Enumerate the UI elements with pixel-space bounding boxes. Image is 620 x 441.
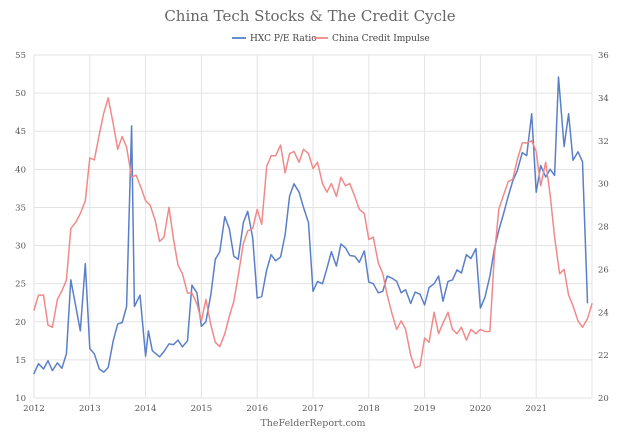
right-tick-label: 32 [598,137,609,147]
x-tick-label: 2012 [23,404,45,414]
left-tick-label: 50 [15,89,26,99]
source-credit: TheFelderReport.com [260,418,365,429]
series-line-hxc-pe [33,76,589,375]
series-line-credit-impulse [33,97,593,369]
legend: HXC P/E Ratio China Credit Impulse [232,34,430,44]
x-tick-label: 2018 [358,404,380,414]
legend-label-hxc: HXC P/E Ratio [250,34,317,44]
left-tick-label: 30 [15,242,26,252]
right-tick-label: 26 [598,265,609,275]
x-tick-label: 2014 [135,404,157,414]
right-tick-label: 20 [598,394,609,404]
chart-title: China Tech Stocks & The Credit Cycle [164,7,455,25]
right-tick-label: 30 [598,180,609,190]
left-axis-ticks: 10 15 20 25 30 35 40 45 50 55 [15,51,26,404]
right-tick-label: 24 [598,308,609,318]
right-tick-label: 36 [598,51,609,61]
series-lines [33,76,593,375]
x-tick-label: 2020 [470,404,492,414]
left-tick-label: 55 [15,51,26,61]
x-tick-label: 2016 [246,404,268,414]
left-tick-label: 20 [15,318,26,328]
x-tick-label: 2013 [79,404,101,414]
x-tick-label: 2017 [302,404,324,414]
x-axis-ticks: 2012 2013 2014 2015 2016 2017 2018 2019 2020 2021 [23,404,547,414]
legend-label-credit: China Credit Impulse [332,34,430,44]
right-tick-label: 34 [598,94,609,104]
x-tick-label: 2019 [414,404,436,414]
left-tick-label: 35 [15,203,26,213]
left-tick-label: 45 [15,127,26,137]
gridlines [33,54,593,399]
right-tick-label: 28 [598,223,609,233]
x-tick-label: 2021 [525,404,547,414]
left-tick-label: 10 [15,394,26,404]
x-tick-label: 2015 [191,404,213,414]
right-tick-label: 22 [598,351,609,361]
left-tick-label: 40 [15,165,26,175]
left-tick-label: 15 [15,356,26,366]
right-axis-ticks: 20 22 24 26 28 30 32 34 36 [598,51,609,404]
left-tick-label: 25 [15,280,26,290]
